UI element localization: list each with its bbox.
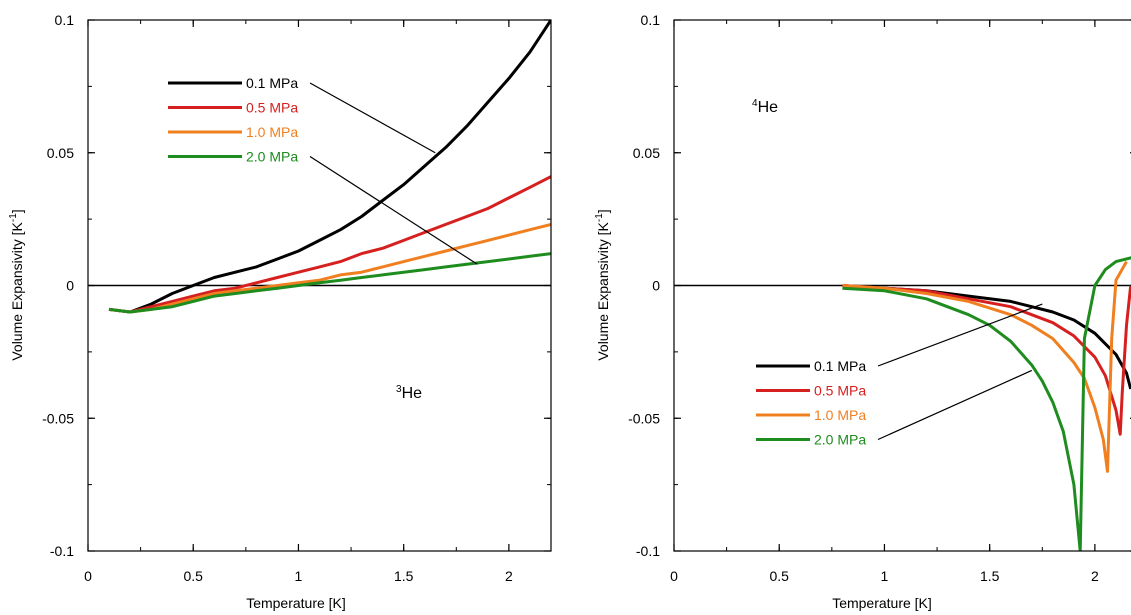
y-tick-label: 0 [652,278,660,294]
x-tick-label: 0.5 [769,568,789,584]
y-axis-label-text: Volume Expansivity [K [9,221,25,360]
legend-label: 1.0 MPa [814,407,866,423]
y-tick-label: 0.1 [641,12,661,28]
panel-label-3he: 3He [396,384,422,402]
x-axis-label-4he: Temperature [K] [832,595,932,611]
chart-panel-3he: Volume Expansivity [K-1] Temperature [K]… [8,209,422,611]
y-tick-label: -0.05 [628,410,660,426]
legend-label: 0.1 MPa [246,75,298,91]
series-line-2-0-mpa [108,252,551,314]
legend-leader-line [309,155,478,265]
y-tick-label: -0.1 [636,543,660,559]
x-tick-label: 1.5 [980,568,1000,584]
series-line-1-0-mpa [842,260,1128,473]
series-line-1-0-mpa [108,222,551,314]
legend-leader-line [877,369,1033,441]
series-line-0-5-mpa [108,175,551,314]
y-tick-label: 0.05 [47,145,74,161]
y-axis-label-3he: Volume Expansivity [K-1] [8,209,25,360]
y-tick-label: 0 [66,278,74,294]
panel-label-superscript: 3 [396,384,402,395]
series-line-2-0-mpa [842,256,1131,551]
x-axis-label-3he: Temperature [K] [246,595,346,611]
x-tick-label: 0 [670,568,678,584]
legend-label: 1.0 MPa [246,124,298,140]
plot-area-3he: -0.1 -0.05 0 0.05 0.1 0 0.5 1 1.5 2 0.1 MPa 0.5 MPa… [42,12,552,584]
x-tick-label: 1.5 [394,568,414,584]
panel-label-4he: 4He [752,98,778,116]
x-tick-label: 1 [881,568,889,584]
x-tick-label: 2 [1091,568,1099,584]
series-line-0-1-mpa [108,20,551,314]
legend-label: 0.5 MPa [246,100,298,116]
plot-area-4he: -0.1 -0.05 0 0.05 0.1 0 0.5 1 1.5 2 0.1 MPa 0.5 MPa… [628,12,1131,584]
legend-leader-line [877,303,1043,367]
y-axis-label-4he: Volume Expansivity [K-1] [594,209,611,360]
panel-label-superscript: 4 [752,98,758,109]
legend-label: 0.1 MPa [814,358,866,374]
y-axis-label-end: ] [9,209,25,213]
chart-panel-4he: Volume Expansivity [K-1] Temperature [K]… [594,98,932,611]
y-axis-label-superscript: -1 [8,213,19,222]
x-tick-label: 2 [505,568,513,584]
legend-label: 2.0 MPa [814,432,866,448]
legend-label: 0.5 MPa [814,383,866,399]
y-axis-label-text: Volume Expansivity [K [595,221,611,360]
y-axis-label-superscript: -1 [594,213,605,222]
legend-label: 2.0 MPa [246,149,298,165]
legend-leader-line [309,82,436,154]
y-tick-label: 0.1 [55,12,75,28]
x-tick-label: 0.5 [183,568,203,584]
panel-label-main: He [402,385,423,402]
y-tick-label: -0.05 [42,410,74,426]
y-axis-label-end: ] [595,209,611,213]
y-tick-label: -0.1 [50,543,74,559]
x-tick-label: 1 [295,568,303,584]
y-tick-label: 0.05 [633,145,660,161]
panel-label-main: He [758,99,779,116]
x-tick-label: 0 [84,568,92,584]
